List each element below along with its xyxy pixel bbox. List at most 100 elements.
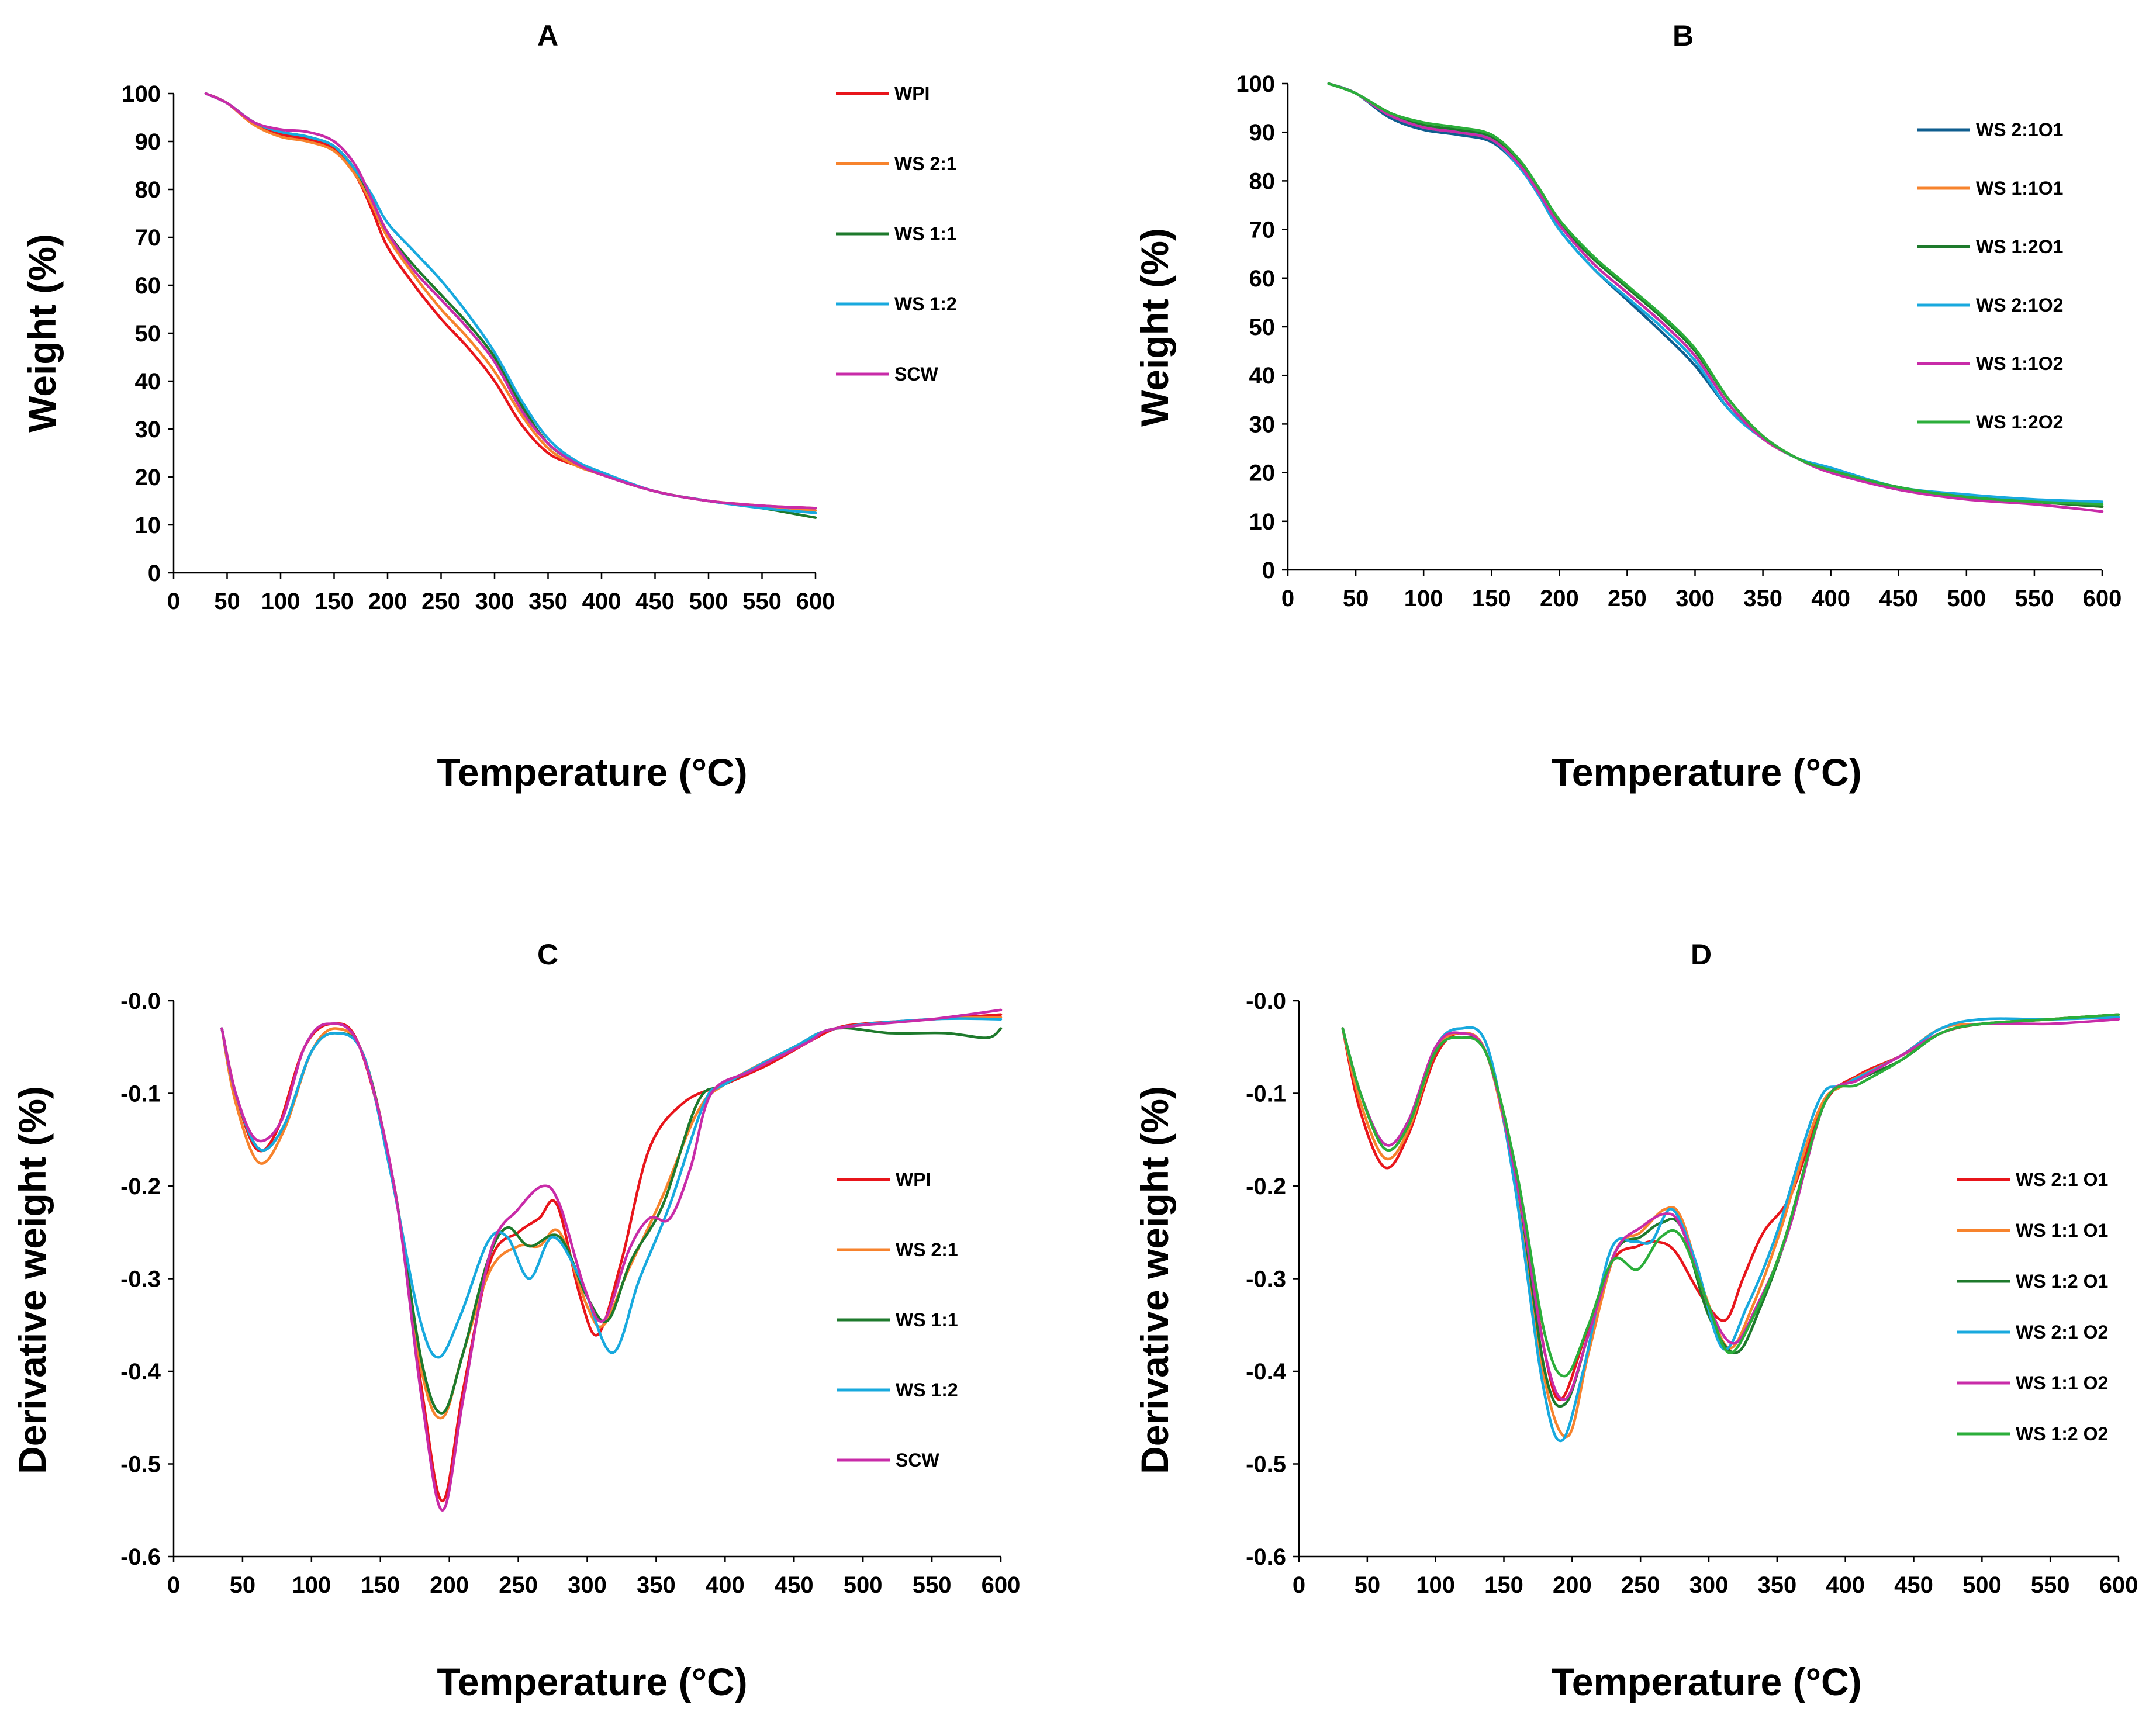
panel-b-legend-label-ws-1-1o1: WS 1:1O1 xyxy=(1976,178,2063,199)
panel-c-x-tick-label: 300 xyxy=(568,1572,607,1598)
panel-c-series-wpi xyxy=(220,1013,1003,1503)
panel-d-series-ws-1-1-o2 xyxy=(1341,1018,2120,1401)
panel-d-series-ws-2-1-o1 xyxy=(1341,1013,2120,1401)
panel-d-x-tick-label: 400 xyxy=(1826,1572,1865,1598)
panel-c-y-tick-label: -0.3 xyxy=(120,1267,161,1292)
panel-d-letter: D xyxy=(1691,938,1712,971)
panel-a-letter: A xyxy=(537,19,558,52)
panel-b-y-tick-label: 40 xyxy=(1249,363,1276,389)
panel-b-y-tick-label: 20 xyxy=(1249,461,1276,486)
panel-d-legend-label-ws-1-1-o2: WS 1:1 O2 xyxy=(2016,1372,2108,1393)
panel-c-legend-label-ws-1-1: WS 1:1 xyxy=(896,1309,958,1330)
panel-a-x-tick-label: 150 xyxy=(315,589,354,614)
panel-a-x-tick-label: 600 xyxy=(796,589,835,614)
panel-a-legend: WPI WS 2:1 WS 1:1 WS 1:2 SCW xyxy=(836,83,957,385)
panel-d-series-ws-1-2-o2 xyxy=(1341,1013,2120,1378)
panel-b-y-tick-label: 70 xyxy=(1249,217,1276,243)
panel-a-y-tick-label: 30 xyxy=(135,417,161,442)
panel-a-x-tick-label: 300 xyxy=(475,589,514,614)
panel-a-x-tick-label: 0 xyxy=(167,589,180,614)
panel-d-x-title: Temperature (°C) xyxy=(1551,1660,1861,1703)
panel-a-legend-label-ws-1-2: WS 1:2 xyxy=(894,293,957,314)
panel-a-x-tick-label: 400 xyxy=(582,589,621,614)
panel-c-x-title: Temperature (°C) xyxy=(437,1660,747,1703)
panel-a-y-tick-label: 50 xyxy=(135,321,161,347)
panel-b-legend-label-ws-1-1o2: WS 1:1O2 xyxy=(1976,353,2063,374)
panel-c-legend-label-scw: SCW xyxy=(896,1450,939,1471)
panel-d-x-tick-label: 300 xyxy=(1689,1572,1729,1598)
panel-b-y-tick-label: 50 xyxy=(1249,314,1276,340)
panel-c-legend-label-wpi: WPI xyxy=(896,1169,931,1190)
panel-d-y-tick-label: -0.2 xyxy=(1246,1174,1286,1199)
panel-d-y-tick-label: -0.5 xyxy=(1246,1452,1286,1478)
panel-a-y-tick-label: 10 xyxy=(135,513,161,538)
panel-b-y-tick-label: 0 xyxy=(1262,558,1275,583)
panel-b-axes: 0 50 100 150 200 250 300 350 400 450 500 550 600 0 10 2… xyxy=(1236,71,2122,611)
panel-a-y-tick-label: 90 xyxy=(135,129,161,155)
panel-c-series-ws-1-2 xyxy=(220,1017,1003,1359)
panel-b-x-tick-label: 200 xyxy=(1540,586,1579,611)
panel-c-y-tick-label: -0.0 xyxy=(120,988,161,1014)
panel-a-x-tick-label: 250 xyxy=(421,589,461,614)
panel-b-series-ws-2-1o1 xyxy=(1327,82,2104,506)
panel-b-series-ws-1-2o2 xyxy=(1327,82,2104,506)
panel-a-legend-label-ws-2-1: WS 2:1 xyxy=(894,153,957,174)
panel-a-x-tick-label: 550 xyxy=(742,589,782,614)
panel-a-series-wpi xyxy=(204,92,817,510)
panel-d-x-tick-label: 100 xyxy=(1416,1572,1455,1598)
panel-d-x-tick-label: 450 xyxy=(1894,1572,1933,1598)
panel-b-legend: WS 2:1O1 WS 1:1O1 WS 1:2O1 WS 2:1O2 WS 1:1O2… xyxy=(1917,119,2063,433)
panel-d-x-tick-label: 550 xyxy=(2031,1572,2070,1598)
panel-b-x-tick-label: 400 xyxy=(1811,586,1850,611)
panel-b-series-ws-2-1o2 xyxy=(1327,82,2104,503)
panel-b-y-tick-label: 90 xyxy=(1249,120,1276,146)
panel-c-x-tick-label: 50 xyxy=(230,1572,256,1598)
panel-b-y-tick-label: 10 xyxy=(1249,509,1276,535)
panel-b-y-tick-label: 30 xyxy=(1249,412,1276,437)
panel-d-x-tick-label: 250 xyxy=(1621,1572,1660,1598)
panel-c-x-tick-label: 200 xyxy=(430,1572,469,1598)
panel-b-x-tick-label: 150 xyxy=(1472,586,1511,611)
panel-a-series-ws-1-1 xyxy=(204,92,817,519)
panel-a-x-tick-label: 500 xyxy=(689,589,728,614)
panel-c-legend: WPI WS 2:1 WS 1:1 WS 1:2 SCW xyxy=(837,1169,958,1471)
panel-c-y-title: Derivative weight (%) xyxy=(11,1086,54,1474)
panel-a-y-tick-label: 20 xyxy=(135,465,161,490)
panel-b-y-tick-label: 60 xyxy=(1249,266,1276,292)
panel-d-legend-label-ws-1-1-o1: WS 1:1 O1 xyxy=(2016,1220,2108,1241)
panel-d-legend-label-ws-2-1-o1: WS 2:1 O1 xyxy=(2016,1169,2108,1190)
panel-b-legend-label-ws-2-1o2: WS 2:1O2 xyxy=(1976,295,2063,316)
panel-a-y-tick-label: 0 xyxy=(148,561,161,586)
panel-c-y-tick-label: -0.1 xyxy=(120,1081,161,1107)
panel-c-x-tick-label: 450 xyxy=(775,1572,814,1598)
panel-c-x-tick-label: 0 xyxy=(167,1572,180,1598)
panel-c-axes: 0 50 100 150 200 250 300 350 400 450 500 550 600 -0.0… xyxy=(120,988,1020,1598)
panel-a-legend-label-scw: SCW xyxy=(894,364,938,385)
panel-a-series-scw xyxy=(204,92,817,510)
panel-b-x-tick-label: 250 xyxy=(1608,586,1647,611)
panel-d-legend: WS 2:1 O1 WS 1:1 O1 WS 1:2 O1 WS 2:1 O2 WS 1… xyxy=(1957,1169,2108,1444)
panel-c-y-tick-label: -0.5 xyxy=(120,1452,161,1478)
panel-c-x-tick-label: 250 xyxy=(499,1572,538,1598)
panel-b-x-tick-label: 0 xyxy=(1281,586,1294,611)
panel-a-series xyxy=(204,92,817,519)
panel-d: D 0 50 100 150 200 250 300 350 400 450 500 550 600 -0… xyxy=(1133,938,2138,1703)
panel-c-x-tick-label: 500 xyxy=(844,1572,883,1598)
panel-d-y-tick-label: -0.4 xyxy=(1246,1359,1287,1385)
panel-c-x-tick-label: 150 xyxy=(361,1572,400,1598)
panel-b-series-ws-1-1o2 xyxy=(1327,82,2104,513)
panel-d-x-tick-label: 0 xyxy=(1293,1572,1305,1598)
panel-a-x-tick-label: 50 xyxy=(214,589,240,614)
panel-c-series-ws-1-1 xyxy=(220,1026,1003,1415)
panel-b-legend-label-ws-1-2o1: WS 1:2O1 xyxy=(1976,236,2063,257)
panel-c-x-tick-label: 550 xyxy=(913,1572,952,1598)
panel-d-y-title: Derivative weight (%) xyxy=(1133,1086,1176,1474)
panel-a-y-tick-label: 80 xyxy=(135,177,161,203)
panel-a-y-tick-label: 100 xyxy=(122,81,161,107)
panel-c-series-scw xyxy=(220,1008,1003,1512)
panel-b-x-tick-label: 100 xyxy=(1404,586,1443,611)
panel-d-x-tick-label: 150 xyxy=(1484,1572,1523,1598)
panel-d-y-tick-label: -0.3 xyxy=(1246,1267,1286,1292)
panel-a-y-tick-label: 40 xyxy=(135,369,161,395)
